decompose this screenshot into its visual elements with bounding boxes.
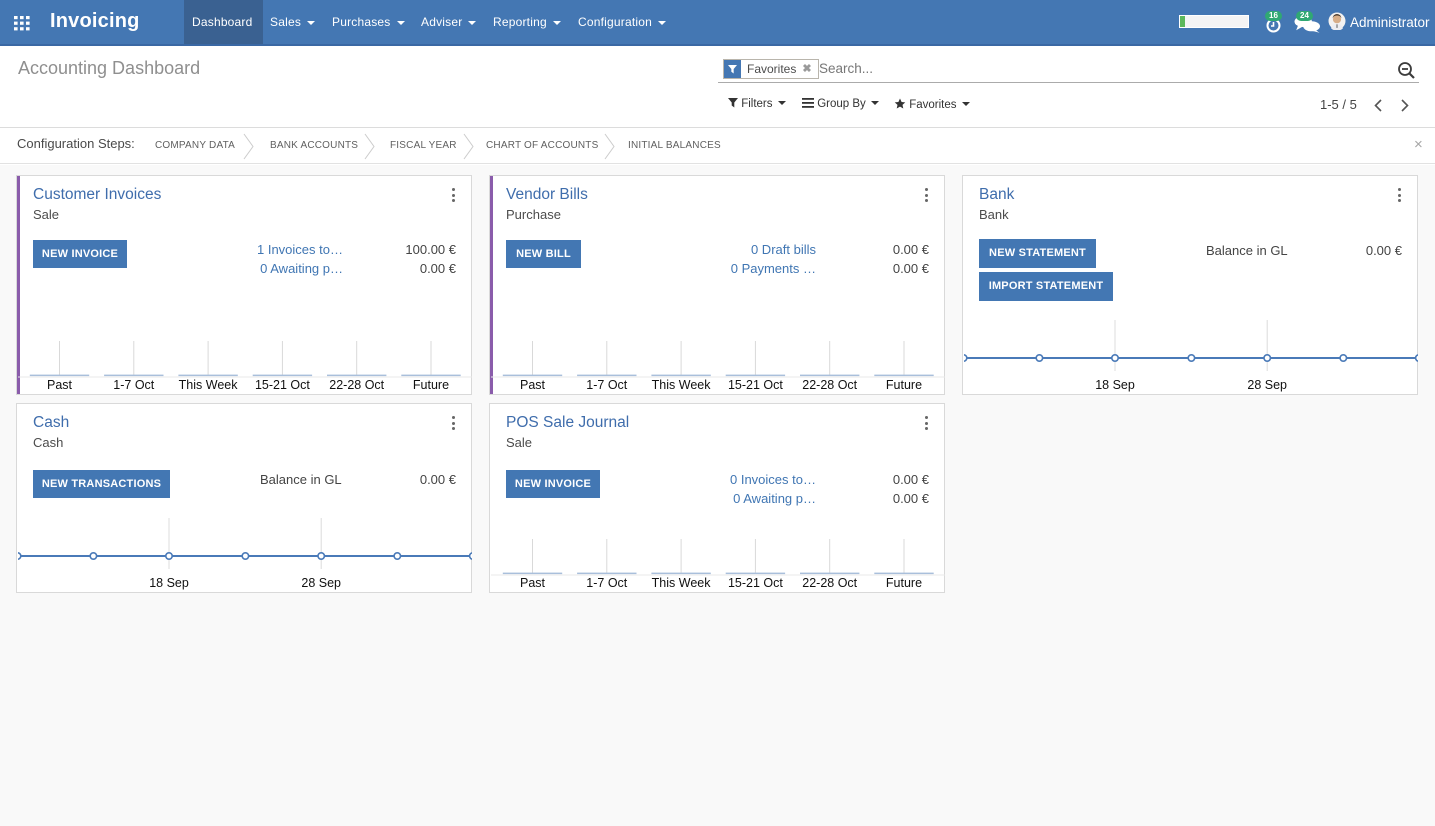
svg-text:28 Sep: 28 Sep — [1247, 378, 1287, 392]
svg-text:22-28 Oct: 22-28 Oct — [329, 378, 384, 392]
svg-text:1-7 Oct: 1-7 Oct — [586, 576, 628, 590]
svg-text:Future: Future — [886, 576, 922, 590]
svg-text:Past: Past — [520, 378, 546, 392]
svg-text:15-21 Oct: 15-21 Oct — [728, 378, 783, 392]
svg-text:18 Sep: 18 Sep — [149, 576, 189, 590]
svg-text:1-7 Oct: 1-7 Oct — [586, 378, 628, 392]
svg-text:22-28 Oct: 22-28 Oct — [802, 378, 857, 392]
svg-text:Future: Future — [413, 378, 449, 392]
svg-text:Past: Past — [47, 378, 73, 392]
svg-text:15-21 Oct: 15-21 Oct — [728, 576, 783, 590]
svg-text:Future: Future — [886, 378, 922, 392]
svg-text:This Week: This Week — [179, 378, 239, 392]
svg-text:18 Sep: 18 Sep — [1095, 378, 1135, 392]
svg-text:1-7 Oct: 1-7 Oct — [113, 378, 155, 392]
svg-text:28 Sep: 28 Sep — [301, 576, 341, 590]
svg-text:15-21 Oct: 15-21 Oct — [255, 378, 310, 392]
svg-text:22-28 Oct: 22-28 Oct — [802, 576, 857, 590]
svg-text:Past: Past — [520, 576, 546, 590]
svg-text:This Week: This Week — [652, 576, 712, 590]
svg-text:This Week: This Week — [652, 378, 712, 392]
